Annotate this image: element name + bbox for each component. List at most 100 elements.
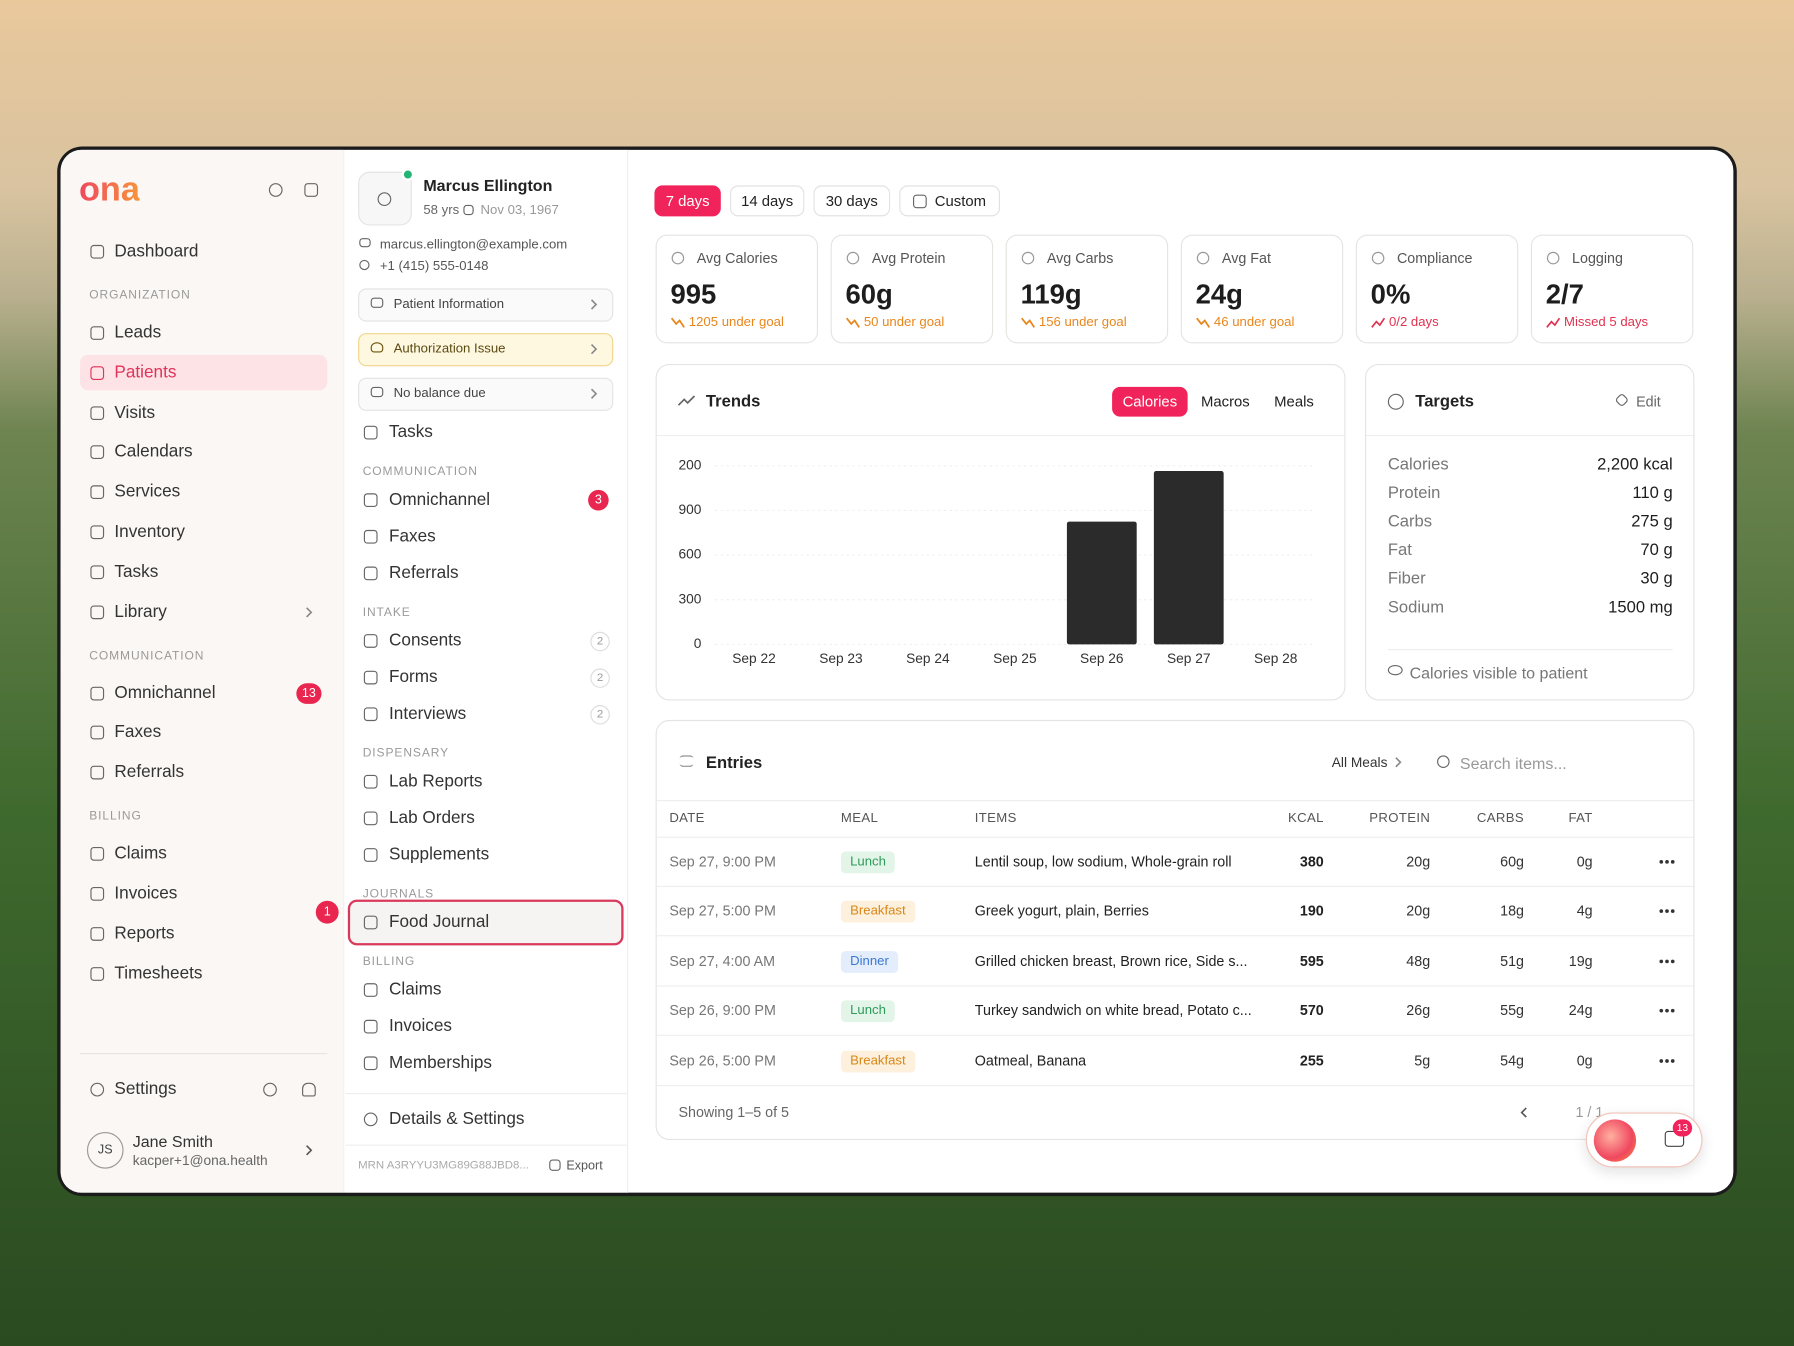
patient-button[interactable] [358, 288, 614, 322]
active-item [347, 899, 624, 946]
entry-carbs: 60g [1500, 853, 1524, 870]
divider [656, 836, 1694, 838]
patient-nav-item[interactable]: Supplements [389, 844, 490, 865]
export[interactable]: Export [566, 1159, 603, 1174]
target-value: 275 g [1631, 512, 1673, 532]
range-label[interactable]: 7 days [665, 192, 710, 210]
assistant-button[interactable] [1593, 1119, 1637, 1162]
stat-card [1530, 234, 1694, 344]
nav-item[interactable]: Invoices [114, 883, 178, 904]
details-settings[interactable]: Details & Settings [389, 1109, 525, 1129]
entry-kcal: 380 [1299, 853, 1324, 870]
patient-button[interactable] [358, 377, 614, 411]
entry-items: Lentil soup, low sodium, Whole-grain rol… [974, 853, 1232, 870]
nav-item[interactable]: Calendars [114, 442, 193, 462]
patient-nav-item[interactable]: Referrals [389, 563, 459, 583]
chat-badge: 13 [1672, 1119, 1693, 1137]
row-menu-dot [1670, 1009, 1675, 1013]
patient-nav-item[interactable]: Faxes [389, 526, 436, 546]
patient-nav-item[interactable]: Tasks [389, 422, 433, 442]
target-label: Carbs [1387, 512, 1433, 532]
icon [90, 244, 105, 259]
row-menu [1659, 909, 1675, 914]
patient-button-label[interactable]: Patient Information [393, 297, 505, 312]
icon [363, 983, 378, 997]
patient-nav-item[interactable]: Lab Reports [389, 771, 483, 791]
patient-nav-item[interactable]: Invoices [389, 1016, 452, 1036]
entry-date: Sep 26, 9:00 PM [669, 1002, 776, 1019]
avatar: JS [86, 1131, 124, 1169]
nav-item[interactable]: Dashboard [114, 241, 199, 261]
icon [90, 887, 105, 901]
entry-protein: 5g [1414, 1052, 1431, 1069]
target-value: 110 g [1632, 484, 1673, 503]
nav-item[interactable]: Omnichannel [114, 682, 216, 703]
trend-arrow [1371, 317, 1386, 328]
meal-filter[interactable]: All Meals [1331, 754, 1388, 771]
icon [363, 670, 378, 685]
nav-item[interactable]: Leads [114, 322, 162, 343]
nav-count: 2 [590, 631, 610, 652]
meal-badge: Breakfast [840, 901, 915, 923]
trend-arrow [1021, 317, 1036, 328]
stat-label: Avg Protein [871, 250, 946, 267]
patient-nav-item[interactable]: Forms [389, 667, 438, 687]
nav-item[interactable]: Visits [114, 402, 156, 422]
user-name: Jane Smith [132, 1131, 213, 1151]
nav-item[interactable]: Tasks [114, 561, 159, 582]
patient-nav-item[interactable]: Memberships [389, 1052, 493, 1073]
patient-nav-item[interactable]: Lab Orders [389, 808, 475, 828]
nav-item[interactable]: Faxes [114, 722, 162, 743]
column-header: KCAL [1288, 811, 1324, 826]
nav-item[interactable]: Timesheets [114, 963, 203, 983]
patient-nav-item[interactable]: Interviews [389, 703, 467, 724]
stat-label: Avg Carbs [1046, 250, 1114, 267]
icon [1371, 251, 1385, 265]
nav-item[interactable]: Inventory [114, 521, 186, 542]
search-input[interactable]: Search items... [1459, 754, 1567, 773]
range-label[interactable]: 14 days [741, 192, 794, 210]
patient-button-label[interactable]: Authorization Issue [393, 342, 506, 356]
settings[interactable]: Settings [114, 1079, 177, 1099]
icon [370, 342, 384, 353]
icon [359, 238, 371, 248]
range-label[interactable]: Custom [934, 192, 987, 210]
range-label[interactable]: 30 days [825, 192, 878, 210]
patient-nav-item[interactable]: Claims [389, 979, 442, 1000]
icon [1387, 664, 1403, 676]
nav-item[interactable]: Reports [114, 923, 175, 943]
tab-active-bg[interactable] [1112, 386, 1188, 417]
nav-item[interactable]: Patients [114, 362, 177, 383]
divider [656, 434, 1345, 437]
targets-card [1364, 363, 1695, 701]
patient-nav-item[interactable]: Omnichannel [389, 489, 491, 510]
chart-tab[interactable]: Calories [1122, 392, 1178, 410]
nav-item[interactable]: Referrals [114, 762, 185, 782]
divider [345, 1093, 627, 1095]
range-tab[interactable] [729, 185, 805, 217]
chevron [306, 1145, 313, 1156]
entry-items: Greek yogurt, plain, Berries [974, 903, 1149, 920]
patient-nav-item[interactable]: Consents [389, 630, 462, 651]
nav-item[interactable]: Claims [114, 843, 167, 864]
chart-tab[interactable]: Macros [1200, 392, 1250, 410]
patient-button-label[interactable]: No balance due [393, 386, 486, 401]
patient-nav-item[interactable]: Food Journal [389, 912, 490, 932]
entry-fat: 4g [1576, 903, 1593, 920]
icon [90, 445, 105, 460]
range-tab[interactable] [899, 185, 1000, 217]
stat-value: 995 [670, 279, 717, 311]
entry-kcal: 570 [1299, 1002, 1324, 1019]
target-value: 2,200 kcal [1597, 455, 1673, 474]
range-tab[interactable] [654, 185, 721, 217]
chart-tab[interactable]: Meals [1274, 392, 1314, 410]
edit[interactable]: Edit [1636, 393, 1661, 410]
section-title: ORGANIZATION [89, 288, 191, 303]
range-tab[interactable] [813, 185, 891, 217]
patient-button[interactable] [358, 333, 614, 367]
nav-item[interactable]: Library [114, 601, 167, 622]
row-menu-dot [1670, 1058, 1675, 1063]
meal-badge: Lunch [840, 1000, 896, 1023]
entries-footer: Showing 1–5 of 5 [678, 1104, 790, 1121]
nav-item[interactable]: Services [114, 482, 181, 502]
